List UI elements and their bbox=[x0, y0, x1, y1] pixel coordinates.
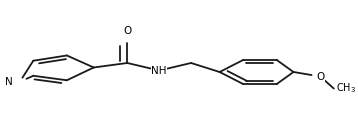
Text: O: O bbox=[123, 26, 131, 36]
Text: O: O bbox=[316, 71, 324, 82]
Text: CH$_3$: CH$_3$ bbox=[337, 82, 357, 95]
Text: NH: NH bbox=[151, 66, 167, 75]
Text: N: N bbox=[5, 77, 13, 87]
